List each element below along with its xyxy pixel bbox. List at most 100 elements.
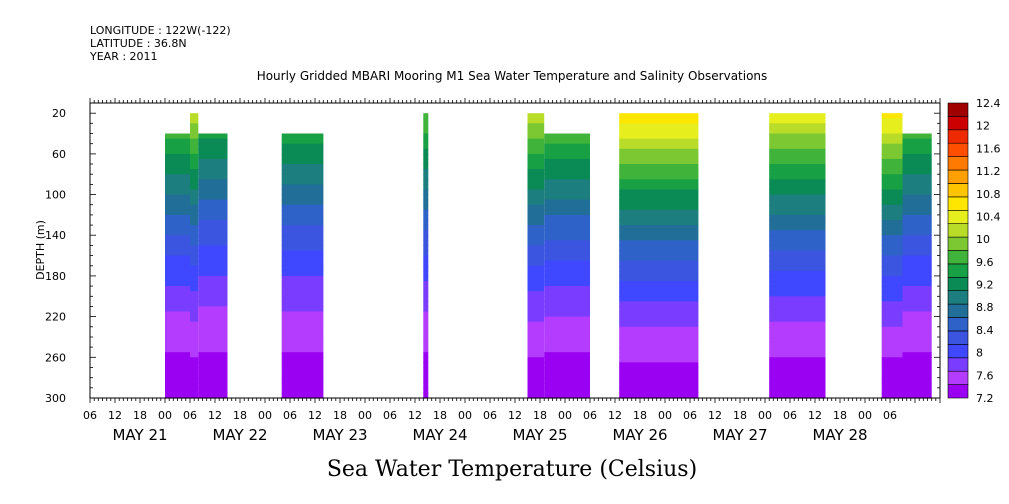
temperature-cell <box>165 148 190 155</box>
temperature-cell <box>281 265 324 272</box>
temperature-cell <box>619 347 699 353</box>
temperature-cell <box>165 158 190 165</box>
temperature-cell <box>165 204 190 211</box>
temperature-cell <box>165 352 190 358</box>
x-hour-tick-label: 12 <box>408 409 422 422</box>
temperature-cell <box>902 301 932 308</box>
temperature-cell <box>619 301 699 308</box>
temperature-cell <box>423 194 429 201</box>
temperature-cell <box>281 230 324 236</box>
temperature-cell <box>281 255 324 262</box>
temperature-cell <box>165 281 190 287</box>
temperature-cell <box>423 245 429 252</box>
temperature-cell <box>881 184 903 191</box>
temperature-cell <box>190 362 199 369</box>
temperature-cell <box>190 148 199 155</box>
x-date-label: MAY 23 <box>312 426 367 444</box>
temperature-cell <box>423 240 429 246</box>
temperature-cell <box>544 214 590 221</box>
temperature-cell <box>619 113 699 119</box>
y-axis-label: DEPTH (m) <box>34 220 47 280</box>
x-hour-tick-label: 00 <box>258 409 272 422</box>
temperature-segment <box>165 133 190 399</box>
temperature-cell <box>527 225 545 231</box>
temperature-cell <box>198 337 228 343</box>
temperature-cell <box>619 326 699 333</box>
temperature-cell <box>544 392 590 399</box>
colorbar-swatch <box>947 263 969 278</box>
temperature-cell <box>281 164 324 170</box>
y-tick-label: 140 <box>45 229 66 242</box>
temperature-cell <box>544 230 590 236</box>
temperature-cell <box>619 153 699 160</box>
temperature-cell <box>769 143 826 150</box>
temperature-cell <box>527 164 545 170</box>
chart-title: Hourly Gridded MBARI Mooring M1 Sea Wate… <box>257 69 768 83</box>
x-hour-tick-label: 00 <box>158 409 172 422</box>
temperature-cell <box>902 138 932 145</box>
temperature-cell <box>423 204 429 211</box>
temperature-cell <box>619 164 699 170</box>
temperature-cell <box>619 372 699 379</box>
temperature-cell <box>281 169 324 175</box>
temperature-cell <box>881 372 903 379</box>
temperature-cell <box>619 189 699 196</box>
temperature-cell <box>198 331 228 338</box>
temperature-cell <box>902 214 932 221</box>
temperature-cell <box>190 235 199 241</box>
temperature-cell <box>769 372 826 379</box>
temperature-cell <box>198 281 228 287</box>
temperature-cell <box>881 240 903 246</box>
temperature-cell <box>190 291 199 297</box>
temperature-cell <box>769 204 826 211</box>
temperature-cell <box>902 296 932 302</box>
temperature-cell <box>619 331 699 338</box>
temperature-cell <box>619 148 699 155</box>
temperature-cell <box>902 169 932 175</box>
temperature-cell <box>527 255 545 262</box>
temperature-cell <box>281 301 324 308</box>
temperature-cell <box>198 311 228 318</box>
temperature-cell <box>165 164 190 170</box>
temperature-cell <box>544 352 590 358</box>
temperature-cell <box>544 306 590 313</box>
temperature-cell <box>902 342 932 348</box>
y-tick-label: 220 <box>45 311 66 324</box>
temperature-cell <box>902 245 932 252</box>
temperature-cell <box>619 321 699 328</box>
temperature-cell <box>198 153 228 160</box>
colorbar-label: 7.2 <box>976 392 994 405</box>
temperature-cell <box>619 382 699 389</box>
temperature-cell <box>881 113 903 119</box>
x-hour-tick-label: 06 <box>83 409 97 422</box>
temperature-cell <box>544 250 590 257</box>
temperature-cell <box>902 367 932 374</box>
temperature-cell <box>769 275 826 282</box>
temperature-cell <box>190 301 199 308</box>
temperature-cell <box>423 326 429 333</box>
temperature-cell <box>198 245 228 252</box>
temperature-cell <box>881 189 903 196</box>
temperature-cell <box>881 352 903 358</box>
temperature-cell <box>281 316 324 323</box>
temperature-cell <box>769 377 826 384</box>
temperature-cell <box>544 291 590 297</box>
temperature-cell <box>165 143 190 150</box>
temperature-cell <box>198 392 228 399</box>
temperature-cell <box>165 275 190 282</box>
temperature-cell <box>281 204 324 211</box>
temperature-cell <box>190 123 199 129</box>
temperature-cell <box>198 148 228 155</box>
temperature-cell <box>527 342 545 348</box>
temperature-cell <box>544 148 590 155</box>
temperature-cell <box>190 296 199 302</box>
temperature-cell <box>881 153 903 160</box>
temperature-cell <box>190 174 199 180</box>
temperature-cell <box>527 321 545 328</box>
temperature-cell <box>769 270 826 277</box>
temperature-cell <box>190 245 199 252</box>
temperature-cell <box>881 331 903 338</box>
temperature-cell <box>769 225 826 231</box>
x-hour-tick-label: 06 <box>183 409 197 422</box>
